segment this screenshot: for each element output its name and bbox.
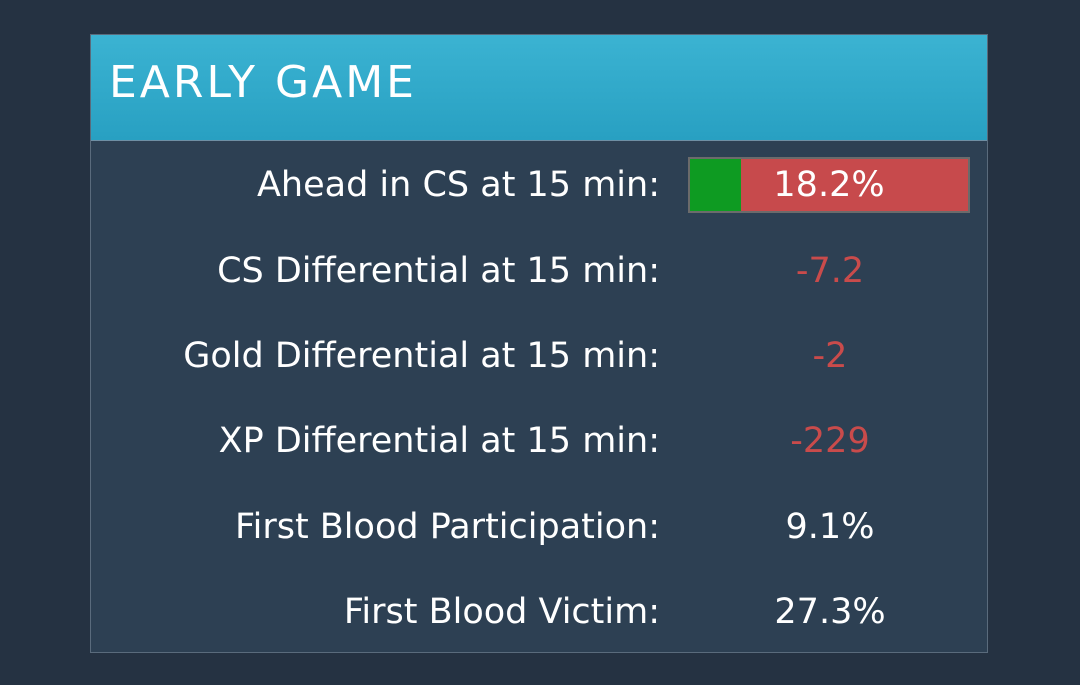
stat-label: First Blood Victim: — [343, 592, 660, 632]
stat-row-first-blood-victim: First Blood Victim: 27.3% — [91, 582, 987, 642]
ahead-in-cs-bar: 18.2% — [688, 157, 970, 213]
stat-label: Ahead in CS at 15 min: — [256, 165, 660, 205]
panel-title: EARLY GAME — [109, 57, 417, 108]
stat-value: 9.1% — [785, 507, 875, 547]
stat-label: Gold Differential at 15 min: — [183, 336, 660, 376]
stat-row-gold-differential: Gold Differential at 15 min: -2 — [91, 326, 987, 386]
stat-label: XP Differential at 15 min: — [218, 421, 660, 461]
stat-value: 18.2% — [773, 165, 885, 205]
stat-row-cs-differential: CS Differential at 15 min: -7.2 — [91, 241, 987, 301]
stat-row-first-blood-participation: First Blood Participation: 9.1% — [91, 497, 987, 557]
stat-label: First Blood Participation: — [235, 507, 660, 547]
stat-value: -2 — [812, 336, 848, 376]
bar-fill — [690, 159, 741, 211]
stat-label: CS Differential at 15 min: — [217, 251, 660, 291]
stat-value: -7.2 — [795, 251, 865, 291]
stat-value: 27.3% — [774, 592, 886, 632]
stat-value: -229 — [790, 421, 870, 461]
stat-row-ahead-in-cs: Ahead in CS at 15 min: 18.2% — [91, 155, 987, 215]
stat-row-xp-differential: XP Differential at 15 min: -229 — [91, 411, 987, 471]
early-game-panel: EARLY GAME Ahead in CS at 15 min: 18.2% … — [90, 34, 988, 653]
panel-header: EARLY GAME — [91, 35, 987, 141]
